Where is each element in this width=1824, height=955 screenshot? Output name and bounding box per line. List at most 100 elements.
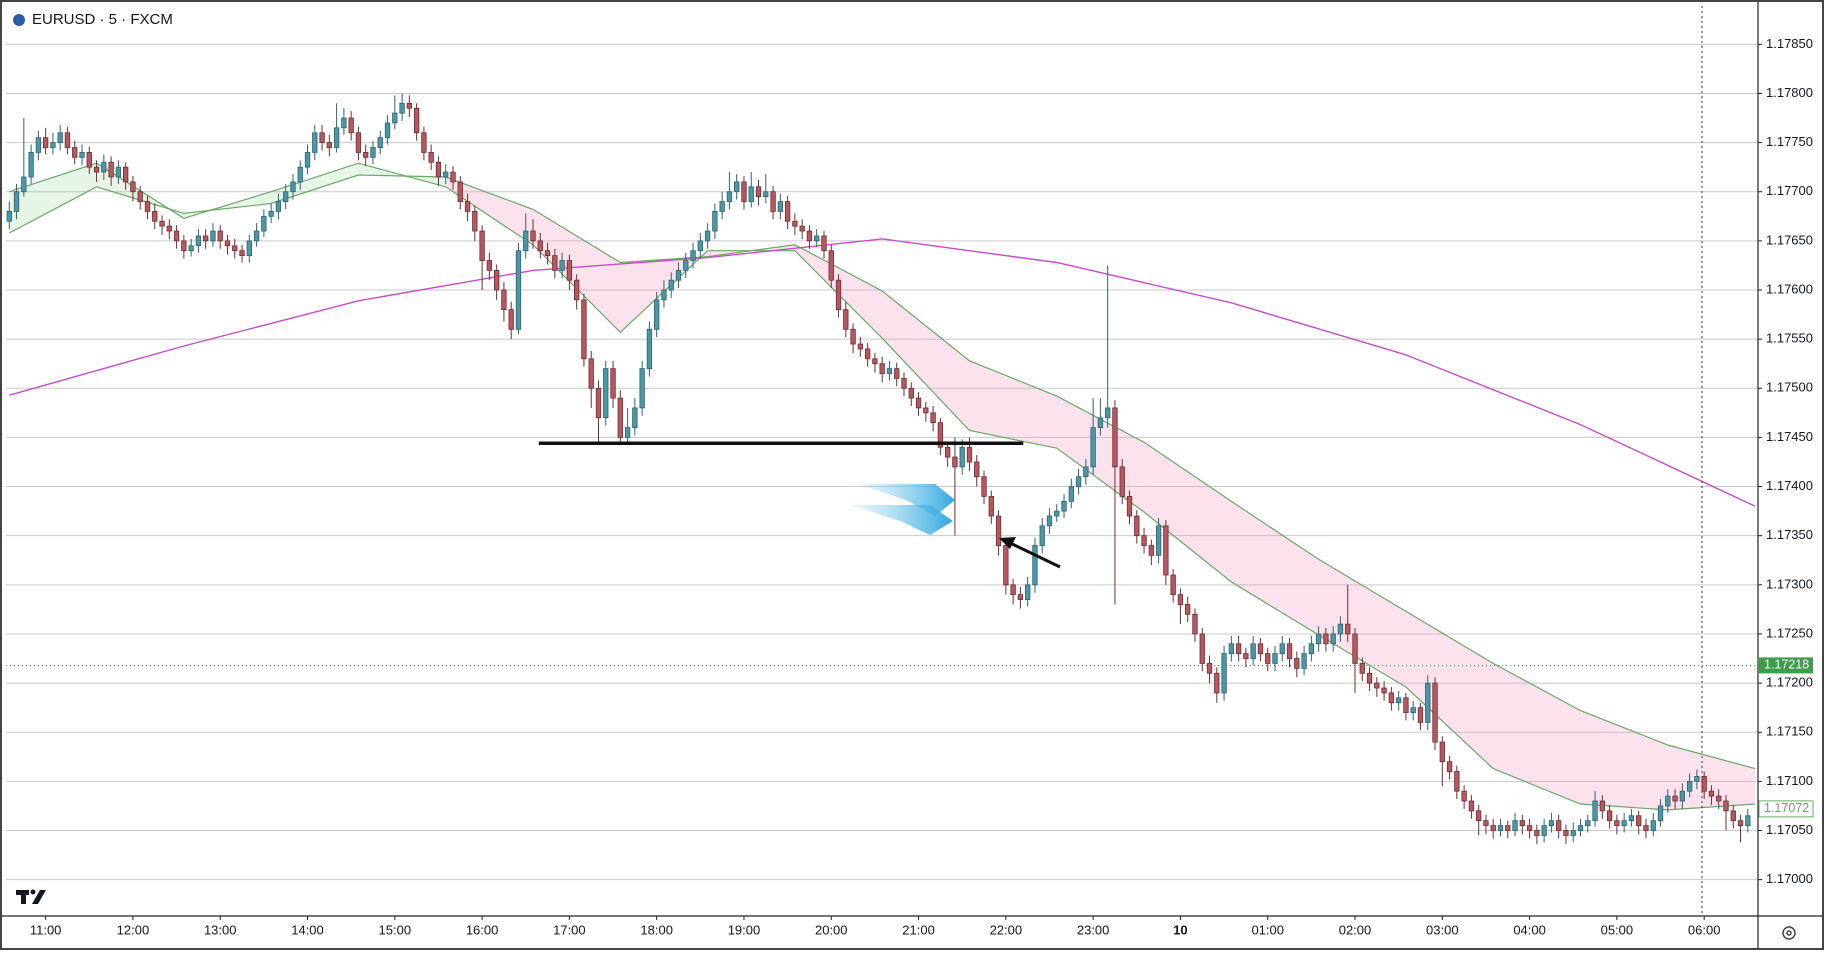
candle-body <box>203 235 209 242</box>
candle-body <box>1570 830 1576 836</box>
candle-body <box>326 142 332 148</box>
candle-body <box>1468 800 1475 812</box>
candle-body <box>1272 653 1278 664</box>
candle-body <box>1388 692 1395 704</box>
candle-body <box>1621 820 1627 826</box>
candle-body <box>457 181 463 202</box>
candle-body <box>624 427 631 438</box>
candle-body <box>872 358 878 365</box>
y-tick-label: 1.17800 <box>1766 85 1813 100</box>
y-tick-label: 1.17600 <box>1766 281 1813 296</box>
candle-body <box>1286 643 1293 659</box>
x-tick-label: 18:00 <box>640 922 673 937</box>
x-tick-label: 17:00 <box>553 922 586 937</box>
candle-body <box>239 250 245 257</box>
symbol-icon <box>13 14 25 26</box>
candle-body <box>1417 707 1424 723</box>
plot-area <box>6 43 1758 881</box>
candle-body <box>588 358 594 389</box>
ema-band-fill <box>1144 442 1232 582</box>
x-tick-label: 12:00 <box>117 922 150 937</box>
candle-body <box>974 461 980 478</box>
candle-body <box>1708 790 1715 797</box>
ema-band-fill <box>969 360 1057 449</box>
candle-body <box>763 191 769 198</box>
candle-body <box>617 397 623 438</box>
candle-body <box>937 422 944 448</box>
candle-body <box>1243 653 1249 659</box>
candle-body <box>683 260 689 271</box>
candle-body <box>341 117 347 129</box>
candle-body <box>1548 820 1555 826</box>
y-tick-label: 1.17550 <box>1766 331 1813 346</box>
x-tick-label: 13:00 <box>204 922 237 937</box>
candle-body <box>566 260 573 281</box>
candle-body <box>1737 820 1744 826</box>
candle-body <box>1257 643 1264 655</box>
candle-body <box>741 181 747 202</box>
candle-body <box>1301 653 1307 669</box>
candle-body <box>1323 633 1329 645</box>
candle-body <box>101 161 107 173</box>
candle-body <box>894 368 900 379</box>
candle-body <box>574 279 580 301</box>
x-tick-label: 22:00 <box>990 922 1023 937</box>
candle-body <box>864 348 871 360</box>
candle-body <box>1439 741 1445 763</box>
candle-body <box>464 201 471 212</box>
x-tick-label: 21:00 <box>902 922 935 937</box>
candle-body <box>159 220 165 227</box>
candle-body <box>1403 697 1409 713</box>
y-tick-label: 1.17700 <box>1766 183 1813 198</box>
candle-body <box>1556 820 1562 831</box>
candle-body <box>1432 682 1438 743</box>
settings-icon[interactable] <box>1782 926 1796 940</box>
candle-body <box>1505 825 1511 831</box>
last-price-badge <box>1759 657 1813 674</box>
candle-body <box>232 245 238 252</box>
candle-body <box>1068 486 1074 502</box>
candle-body <box>515 250 522 330</box>
candle-body <box>355 132 362 153</box>
candle-body <box>814 235 820 242</box>
candle-body <box>661 289 667 301</box>
candle-body <box>1017 594 1024 600</box>
candle-body <box>1155 525 1162 556</box>
candle-body <box>137 191 143 202</box>
candle-body <box>224 240 231 247</box>
candle-body <box>1337 623 1344 635</box>
y-tick-label: 1.17750 <box>1766 134 1813 149</box>
x-tick-label: 19:00 <box>728 922 761 937</box>
y-tick-label: 1.17650 <box>1766 232 1813 247</box>
candle-body <box>952 456 958 468</box>
candle-body <box>523 230 529 252</box>
candle-body <box>152 210 158 222</box>
candle-body <box>966 446 973 463</box>
y-tick-label: 1.17150 <box>1766 724 1813 739</box>
candle-body <box>1126 495 1133 517</box>
candle-body <box>603 368 609 419</box>
candle-body <box>792 220 798 227</box>
candle-body <box>1446 761 1453 772</box>
candle-body <box>1199 633 1205 664</box>
candle-body <box>1279 643 1285 655</box>
candle-body <box>57 132 63 143</box>
candle-body <box>413 107 420 134</box>
candle-body <box>1534 830 1540 836</box>
candle-body <box>188 245 194 252</box>
candle-body <box>501 289 507 311</box>
blue-arrow <box>850 484 955 535</box>
candle-body <box>42 137 49 148</box>
candle-body <box>1679 790 1686 802</box>
candle-body <box>828 250 834 281</box>
candle-body <box>1425 682 1431 723</box>
candle-body <box>734 181 740 193</box>
y-tick-label: 1.17100 <box>1766 773 1813 788</box>
candle-body <box>1745 815 1751 826</box>
candle-body <box>333 127 340 148</box>
candle-body <box>959 446 965 468</box>
candle-body <box>668 279 674 291</box>
candle-body <box>944 446 951 458</box>
